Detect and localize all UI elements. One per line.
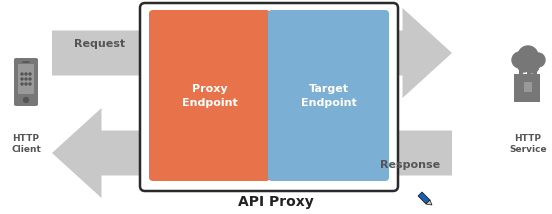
Circle shape bbox=[518, 60, 530, 72]
Text: HTTP
Client: HTTP Client bbox=[11, 134, 41, 154]
Text: API Proxy: API Proxy bbox=[238, 195, 314, 209]
Circle shape bbox=[531, 53, 545, 67]
Circle shape bbox=[525, 59, 539, 73]
Circle shape bbox=[29, 78, 31, 80]
Circle shape bbox=[29, 73, 31, 75]
FancyBboxPatch shape bbox=[268, 10, 389, 181]
FancyBboxPatch shape bbox=[149, 10, 270, 181]
Polygon shape bbox=[418, 192, 430, 204]
Polygon shape bbox=[426, 200, 432, 205]
Polygon shape bbox=[519, 68, 523, 74]
Circle shape bbox=[518, 46, 538, 66]
Polygon shape bbox=[52, 8, 452, 98]
Circle shape bbox=[29, 83, 31, 85]
Polygon shape bbox=[514, 74, 540, 102]
FancyBboxPatch shape bbox=[140, 3, 398, 191]
Text: Request: Request bbox=[75, 39, 125, 49]
FancyBboxPatch shape bbox=[14, 58, 38, 106]
Text: HTTP
Service: HTTP Service bbox=[509, 134, 547, 154]
FancyBboxPatch shape bbox=[18, 64, 34, 94]
Text: Target
Endpoint: Target Endpoint bbox=[301, 83, 357, 107]
Circle shape bbox=[25, 73, 27, 75]
Text: Response: Response bbox=[380, 160, 440, 170]
Circle shape bbox=[512, 52, 528, 68]
Circle shape bbox=[25, 78, 27, 80]
Text: Proxy
Endpoint: Proxy Endpoint bbox=[182, 83, 237, 107]
Circle shape bbox=[21, 73, 23, 75]
Polygon shape bbox=[527, 68, 531, 74]
Polygon shape bbox=[533, 68, 537, 74]
Circle shape bbox=[21, 83, 23, 85]
FancyBboxPatch shape bbox=[524, 82, 532, 92]
Circle shape bbox=[24, 98, 29, 103]
Circle shape bbox=[21, 78, 23, 80]
Polygon shape bbox=[52, 108, 452, 198]
Circle shape bbox=[25, 83, 27, 85]
